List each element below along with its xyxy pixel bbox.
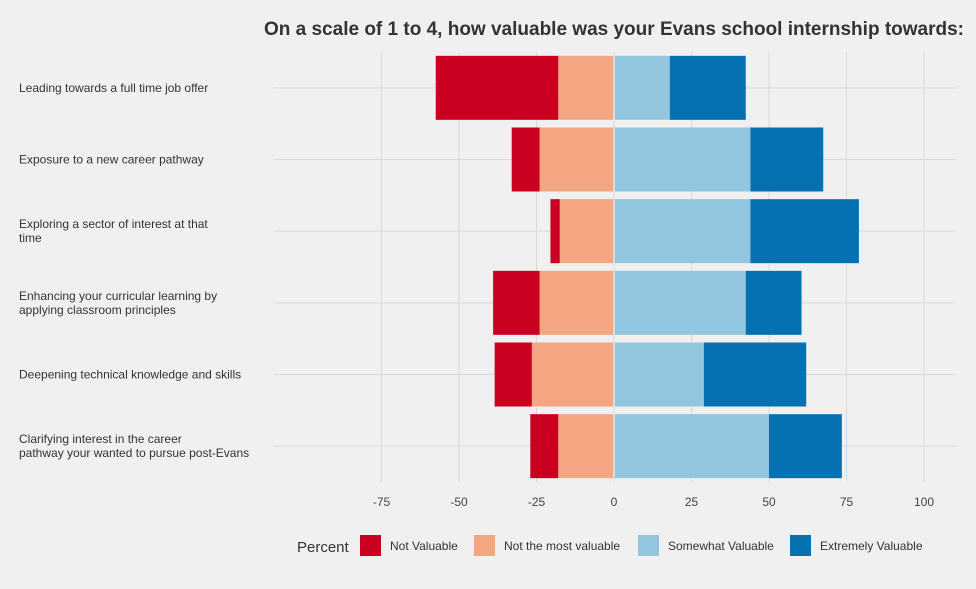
chart-title: On a scale of 1 to 4, how valuable was y…	[264, 19, 964, 40]
category-label-line: Enhancing your curricular learning by	[19, 289, 217, 303]
category-label-line: Exposure to a new career pathway	[19, 153, 204, 167]
category-label-line: Clarifying interest in the career	[19, 432, 182, 446]
legend-swatch	[790, 535, 811, 556]
x-tick-label: -75	[373, 495, 391, 509]
x-tick-label: 0	[611, 495, 618, 509]
bars-layer	[435, 55, 859, 479]
category-label-line: Leading towards a full time job offer	[19, 81, 208, 95]
bar-not-the-most-valuable	[558, 55, 614, 120]
category-label: Leading towards a full time job offer	[19, 81, 208, 95]
bar-not-the-most-valuable	[559, 199, 614, 264]
bar-extremely-valuable	[750, 199, 859, 264]
x-tick-label: 75	[840, 495, 854, 509]
legend-label: Not the most valuable	[504, 539, 620, 553]
category-label: Clarifying interest in the career pathway…	[19, 432, 249, 460]
legend-swatch	[360, 535, 381, 556]
category-label: Exploring a sector of interest at that ti…	[19, 217, 208, 245]
category-label: Exposure to a new career pathway	[19, 153, 204, 167]
x-tick-label: 50	[762, 495, 776, 509]
category-label-line: time	[19, 231, 42, 245]
legend-swatch	[638, 535, 659, 556]
bar-not-valuable	[435, 55, 559, 120]
x-tick-label: 100	[914, 495, 934, 509]
category-label-line: Deepening technical knowledge and skills	[19, 368, 241, 382]
category-label: Enhancing your curricular learning by app…	[19, 289, 217, 317]
bar-somewhat-valuable	[614, 55, 670, 120]
bar-not-the-most-valuable	[531, 342, 614, 407]
x-tick-label: 25	[685, 495, 699, 509]
bar-somewhat-valuable	[614, 270, 746, 335]
bar-extremely-valuable	[669, 55, 746, 120]
bar-somewhat-valuable	[614, 414, 769, 479]
legend-label: Somewhat Valuable	[668, 539, 774, 553]
bar-not-valuable	[550, 199, 560, 264]
bar-somewhat-valuable	[614, 127, 751, 192]
bar-not-the-most-valuable	[558, 414, 614, 479]
bar-not-valuable	[494, 342, 532, 407]
legend: Percent Not Valuable Not the most valuabl…	[297, 535, 923, 556]
bar-extremely-valuable	[750, 127, 824, 192]
bar-extremely-valuable	[745, 270, 802, 335]
category-labels: Leading towards a full time job offer Exp…	[19, 81, 249, 460]
legend-label: Not Valuable	[390, 539, 458, 553]
x-axis-tick-labels: -75 -50 -25 0 25 50 75 100	[373, 495, 935, 509]
legend-title: Percent	[297, 539, 350, 556]
bar-somewhat-valuable	[614, 342, 704, 407]
bar-not-the-most-valuable	[539, 270, 614, 335]
category-label-line: Exploring a sector of interest at that	[19, 217, 208, 231]
x-tick-label: -50	[450, 495, 468, 509]
bar-not-valuable	[530, 414, 559, 479]
bar-not-the-most-valuable	[539, 127, 614, 192]
legend-swatch	[474, 535, 495, 556]
category-label: Deepening technical knowledge and skills	[19, 368, 241, 382]
category-label-line: pathway your wanted to pursue post-Evans	[19, 446, 249, 460]
bar-somewhat-valuable	[614, 199, 751, 264]
bar-extremely-valuable	[703, 342, 807, 407]
bar-not-valuable	[511, 127, 540, 192]
x-tick-label: -25	[528, 495, 546, 509]
legend-label: Extremely Valuable	[820, 539, 923, 553]
category-label-line: applying classroom principles	[19, 303, 176, 317]
bar-not-valuable	[493, 270, 540, 335]
bar-extremely-valuable	[769, 414, 842, 479]
